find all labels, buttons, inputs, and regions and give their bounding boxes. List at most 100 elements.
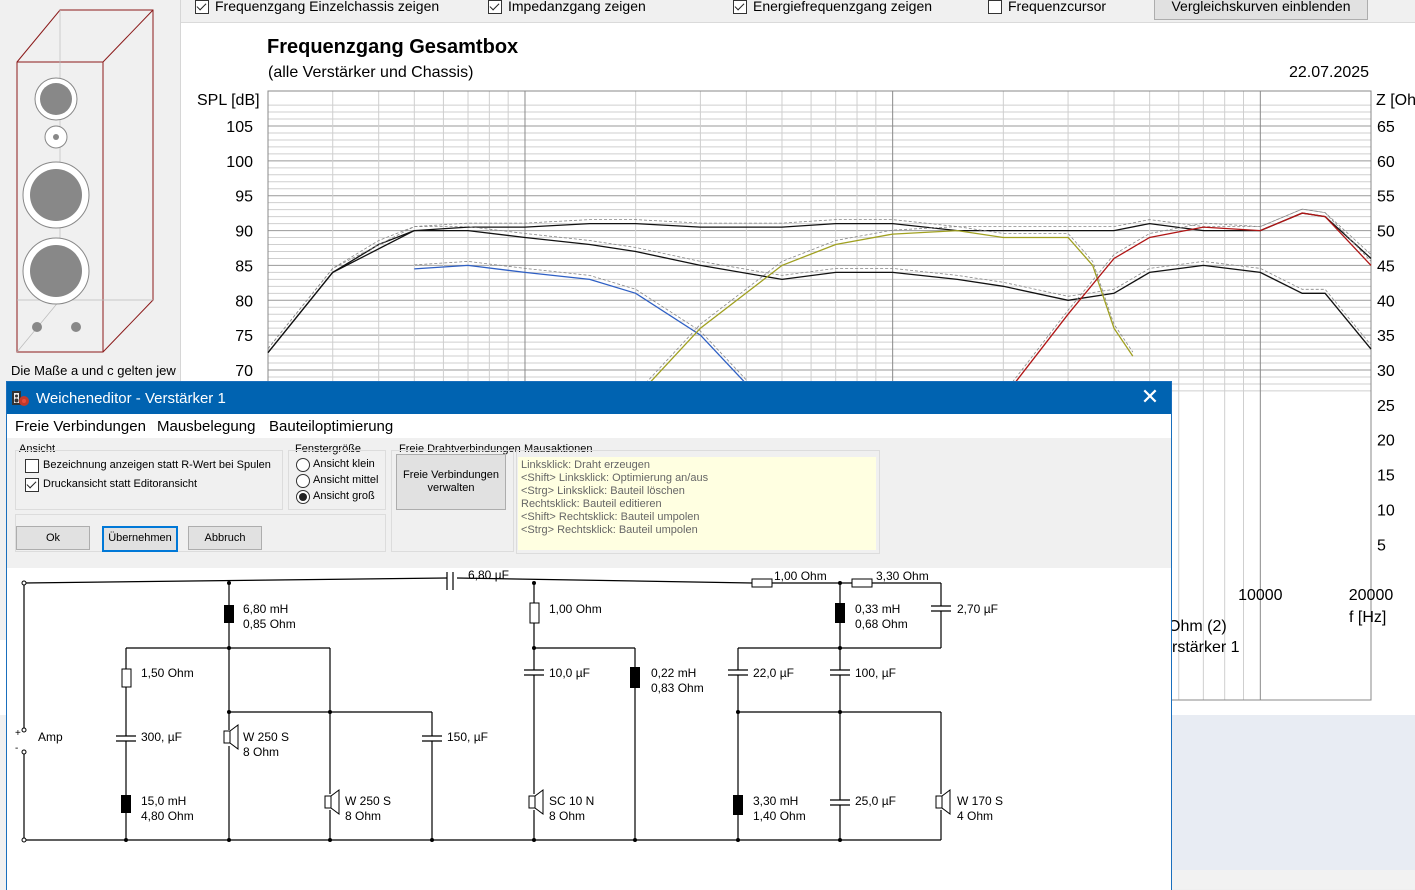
label-line: 4,80 Ohm [141,809,194,823]
radio-dot[interactable] [296,490,310,504]
radio-label: Ansicht klein [313,458,375,470]
label-c150: 150, µF [447,730,488,744]
checkbox-box[interactable] [25,459,39,473]
label-line: 4 Ohm [957,809,994,823]
buttons-panel [15,514,386,552]
label-line: 0,83 Ohm [651,681,704,695]
draht-panel [391,450,514,552]
menu-bauteiloptimierung[interactable]: Bauteiloptimierung [269,418,394,435]
menu-freie-verbindungen[interactable]: Freie Verbindungen [15,418,146,435]
fenstergroesse-panel [288,450,386,510]
label-line: 0,68 Ohm [855,617,908,631]
checkbox-energie[interactable]: Energiefrequenzgang zeigen [733,0,932,14]
legend-fragment: Ohm (2) [1168,618,1227,635]
radio-dot[interactable] [296,474,310,488]
checkbox-box[interactable] [733,0,747,14]
y-axis-label: SPL [dB] [197,92,260,109]
y2-tick-label: 10 [1377,502,1395,519]
label-r-top2: 3,30 Ohm [876,569,929,583]
label-line: 6,80 mH [243,602,289,616]
manage-connections-button[interactable]: Freie Verbindungen verwalten [396,454,506,510]
label-line: SC 10 N [549,794,595,808]
radio-ansicht-gross[interactable]: Ansicht groß [296,490,375,504]
y2-tick-label: 45 [1377,258,1395,275]
y2-tick-label: 65 [1377,119,1395,136]
checkbox-label: Frequenzcursor [1008,0,1107,14]
y2-tick-label: 25 [1377,398,1395,415]
label-c100: 100, µF [855,666,896,680]
checkbox-impedanz[interactable]: Impedanzgang zeigen [488,0,646,14]
label-line: 15,0 mH [141,794,187,808]
checkbox-box[interactable] [488,0,502,14]
checkbox-einzelchassis[interactable]: Frequenzgang Einzelchassis zeigen [195,0,439,14]
cancel-button[interactable]: Abbruch [188,526,262,550]
button-line1: Freie Verbindungen [402,469,499,481]
series-line [414,264,747,385]
y-tick-label: 85 [235,258,253,275]
label-line: 1,40 Ohm [753,809,806,823]
label-line: 0,33 mH [855,602,901,616]
label-l1: 6,80 mH 0,85 Ohm [243,602,296,632]
checkbox-frequenzcursor[interactable]: Frequenzcursor [988,0,1106,14]
radio-label: Ansicht groß [313,490,375,502]
y-tick-label: 90 [235,224,253,241]
y2-tick-label: 30 [1377,363,1395,380]
radio-ansicht-mittel[interactable]: Ansicht mittel [296,474,378,488]
label-l33: 3,30 mH 1,40 Ohm [753,794,806,824]
y-tick-label: 75 [235,328,253,345]
mouse-action-line: Rechtsklick: Bauteil editieren [521,498,662,510]
radio-dot[interactable] [296,458,310,472]
button-line2: verwalten [427,482,475,494]
series-compare-line [267,226,1372,349]
checkbox-label: Frequenzgang Einzelchassis zeigen [215,0,440,14]
dialog-title: Weicheneditor - Verstärker 1 [36,390,226,407]
mouse-action-line: <Strg> Rechtsklick: Bauteil umpolen [521,524,698,536]
x-tick-label: 20000 [1349,587,1394,604]
svg-text:+: + [15,728,21,739]
series-line [267,229,1372,354]
checkbox-druckansicht[interactable]: Druckansicht statt Editoransicht [25,478,197,492]
label-l022: 0,22 mH 0,83 Ohm [651,666,704,696]
y-tick-label: 105 [226,119,253,136]
checkbox-box[interactable] [988,0,1002,14]
y-tick-label: 100 [226,154,253,171]
y-tick-label: 80 [235,293,253,310]
checkbox-label: Druckansicht statt Editoransicht [43,478,198,490]
crossover-editor-dialog: Weicheneditor - Verstärker 1 ✕ Freie Ver… [6,381,1172,890]
radio-ansicht-klein[interactable]: Ansicht klein [296,458,375,472]
chart-subtitle: (alle Verstärker und Chassis) [268,64,474,81]
checkbox-box[interactable] [25,478,39,492]
label-r-top1: 1,00 Ohm [774,569,827,583]
mouse-action-line: Linksklick: Draht erzeugen [521,459,651,471]
schematic-drawing: + - [15,572,951,843]
y2-tick-label: 50 [1377,224,1395,241]
desktop-strip [1170,870,1415,889]
apply-button[interactable]: Übernehmen [102,526,178,552]
series-compare-line [267,208,1372,349]
y2-tick-label: 35 [1377,328,1395,345]
label-c-series: 6,80 µF [468,568,509,582]
label-c22: 22,0 µF [753,666,794,680]
close-button[interactable]: ✕ [1140,384,1160,409]
checkbox-box[interactable] [195,0,209,14]
series-compare-line [635,226,1134,395]
menu-mausbelegung[interactable]: Mausbelegung [157,418,256,435]
compare-curves-button[interactable]: Vergleichskurven einblenden [1154,0,1368,20]
checkbox-bezeichnung[interactable]: Bezeichnung anzeigen statt R-Wert bei Sp… [25,459,271,473]
ok-button[interactable]: Ok [16,526,90,550]
series-compare-line [1002,208,1372,395]
maus-panel [516,450,880,554]
mouse-action-line: <Strg> Linksklick: Bauteil löschen [521,485,685,497]
y2-tick-label: 20 [1377,433,1395,450]
label-c25: 25,0 µF [855,794,896,808]
title-bar[interactable]: Weicheneditor - Verstärker 1 ✕ [7,382,1171,414]
ansicht-panel [15,450,283,510]
mouse-action-line: <Shift> Rechtsklick: Bauteil umpolen [521,511,700,523]
series-line [1002,212,1372,399]
menu-bar: Freie Verbindungen Mausbelegung Bauteilo… [7,414,1171,438]
series-compare-line [414,260,747,381]
checkbox-label: Energiefrequenzgang zeigen [753,0,933,14]
crossover-schematic[interactable]: + - 6,80 µF 1,00 Ohm 3,30 Ohm 6,80 mH 0,8… [7,568,1171,890]
